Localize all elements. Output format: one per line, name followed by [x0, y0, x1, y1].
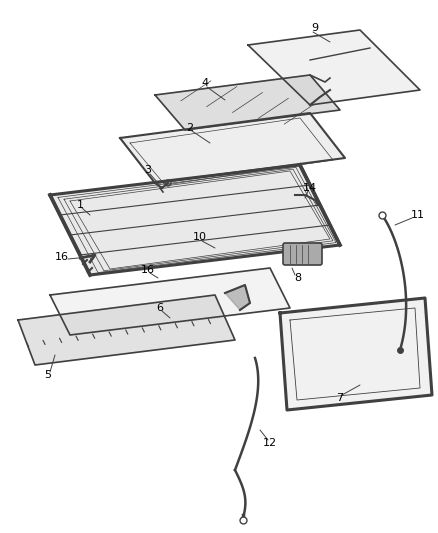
Text: 4: 4 — [201, 78, 208, 88]
Polygon shape — [155, 75, 340, 130]
Text: 16: 16 — [141, 265, 155, 275]
Polygon shape — [18, 295, 235, 365]
FancyBboxPatch shape — [283, 243, 322, 265]
Text: 1: 1 — [77, 200, 84, 210]
Polygon shape — [280, 298, 432, 410]
Text: 16: 16 — [55, 252, 69, 262]
Text: 6: 6 — [156, 303, 163, 313]
Text: 11: 11 — [411, 210, 425, 220]
Text: 9: 9 — [311, 23, 318, 33]
Polygon shape — [225, 285, 250, 310]
Text: 2: 2 — [187, 123, 194, 133]
Text: 8: 8 — [294, 273, 301, 283]
Text: 12: 12 — [263, 438, 277, 448]
Polygon shape — [248, 30, 420, 105]
Polygon shape — [50, 165, 340, 275]
Text: 14: 14 — [303, 183, 317, 193]
Text: 5: 5 — [45, 370, 52, 380]
Text: 7: 7 — [336, 393, 343, 403]
Text: 3: 3 — [145, 165, 152, 175]
Polygon shape — [120, 113, 345, 183]
Polygon shape — [50, 268, 290, 335]
Text: 10: 10 — [193, 232, 207, 242]
